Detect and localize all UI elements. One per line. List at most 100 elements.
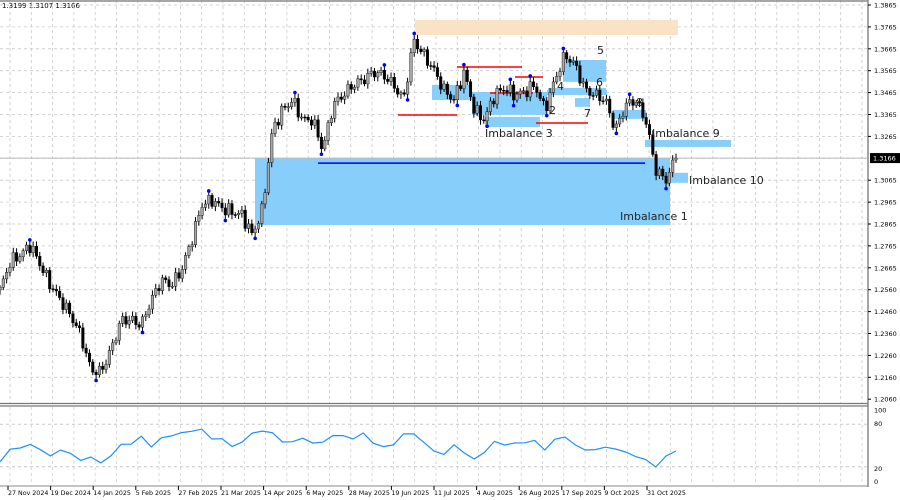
candle xyxy=(644,112,648,129)
candle xyxy=(313,115,317,129)
candle xyxy=(5,267,9,284)
candle-body xyxy=(81,327,85,349)
candle xyxy=(439,72,443,95)
candle-body xyxy=(8,267,12,273)
candle-body xyxy=(478,105,482,121)
candle xyxy=(628,95,632,107)
candle xyxy=(15,248,19,267)
zones xyxy=(255,19,731,226)
candle-body xyxy=(270,133,274,163)
candle-body xyxy=(78,325,82,328)
candle-body xyxy=(174,272,178,287)
candle-body xyxy=(482,119,486,122)
candle-body xyxy=(674,157,678,161)
candle-body xyxy=(402,92,406,95)
candle xyxy=(34,241,38,259)
candle-body xyxy=(462,69,466,89)
candle-body xyxy=(260,203,264,224)
candle-body xyxy=(555,76,559,83)
candle xyxy=(87,349,91,367)
price-tick-label: 1.2965 xyxy=(874,199,897,207)
candle-body xyxy=(223,207,227,216)
candle-body xyxy=(343,95,347,100)
candle xyxy=(445,81,449,100)
swing-high-dot xyxy=(462,62,466,67)
candle-body xyxy=(512,84,516,101)
candle xyxy=(502,85,506,96)
zone-label: 2 xyxy=(549,104,556,117)
candle xyxy=(505,85,509,97)
candle xyxy=(462,65,466,94)
swing-low-dot xyxy=(405,98,410,102)
candle xyxy=(160,274,164,295)
candle-body xyxy=(601,100,605,103)
candle xyxy=(601,96,605,105)
price-tick-label: 1.2765 xyxy=(874,242,897,250)
candle-body xyxy=(363,79,367,85)
candle-body xyxy=(614,123,618,128)
candle xyxy=(608,95,612,118)
candle xyxy=(44,267,48,278)
candle-body xyxy=(21,250,25,257)
price-tick-label: 1.2665 xyxy=(874,264,897,272)
candle xyxy=(661,165,665,181)
candle-body xyxy=(575,60,579,66)
candle-body xyxy=(333,101,337,119)
candle xyxy=(293,93,297,107)
candle xyxy=(150,290,154,314)
swing-high-dot xyxy=(627,92,632,97)
candle-body xyxy=(598,89,602,102)
swing-high-dot xyxy=(382,63,387,67)
zone-rect xyxy=(613,109,646,119)
zone-rect xyxy=(563,59,606,82)
time-tick-label: 4 Aug 2025 xyxy=(477,490,513,497)
candle xyxy=(356,75,360,91)
candle xyxy=(144,311,148,321)
price-tick-label: 1.3665 xyxy=(874,45,897,53)
candle-body xyxy=(631,99,635,106)
zone-rect xyxy=(645,139,731,147)
current-price-label: 1.3166 xyxy=(873,155,896,163)
candle xyxy=(664,171,668,188)
candle-body xyxy=(157,288,161,291)
candle xyxy=(651,130,655,157)
candle-body xyxy=(442,83,446,90)
candle-body xyxy=(571,60,575,63)
swing-high-dot xyxy=(206,189,211,193)
candle xyxy=(429,61,433,71)
candle xyxy=(283,103,287,111)
candle xyxy=(319,132,323,154)
candle-body xyxy=(101,366,105,370)
swing-low-dot xyxy=(511,103,516,108)
candle xyxy=(349,81,353,94)
candle xyxy=(18,253,22,264)
candle-body xyxy=(618,117,622,125)
time-tick-label: 6 May 2025 xyxy=(306,490,343,497)
candle xyxy=(386,74,390,85)
candle-body xyxy=(624,102,628,117)
candle xyxy=(618,113,622,128)
candle xyxy=(220,198,224,212)
candle-body xyxy=(316,119,320,138)
candle xyxy=(200,202,204,220)
swing-dots xyxy=(28,31,668,383)
candle-body xyxy=(561,52,565,72)
candle xyxy=(369,67,373,77)
candle-body xyxy=(94,372,98,375)
candle-body xyxy=(48,270,52,289)
candle-body xyxy=(68,302,72,314)
candle-body xyxy=(396,88,400,95)
levels xyxy=(0,66,868,164)
candle-body xyxy=(164,277,168,280)
candle xyxy=(114,337,118,346)
candle-body xyxy=(44,270,48,274)
candle xyxy=(309,116,313,130)
candle xyxy=(21,248,25,262)
candle xyxy=(336,92,340,106)
candle xyxy=(624,98,628,121)
candle xyxy=(147,304,151,319)
time-tick-label: 14 Jan 2025 xyxy=(93,490,131,497)
candle xyxy=(518,88,522,99)
